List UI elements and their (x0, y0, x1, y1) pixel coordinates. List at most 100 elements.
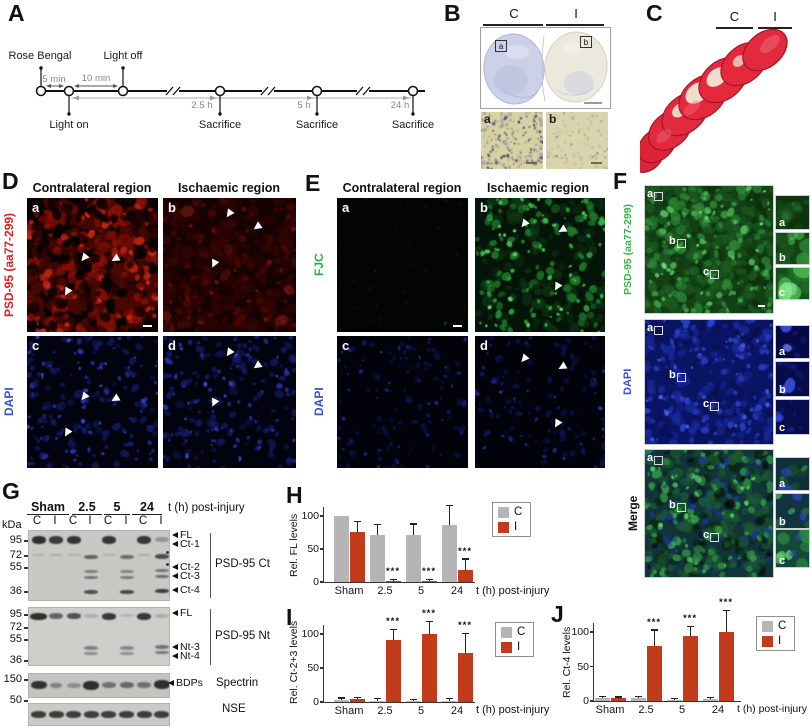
left-arrow-icon (172, 587, 178, 593)
panel-c-label: C (646, 0, 663, 26)
event-label-sacrifice-2: Sacrifice (295, 119, 339, 131)
crop-tag: c (779, 287, 786, 299)
blot-name-psd95-nt: PSD-95 Nt (215, 630, 270, 642)
blot-band (154, 589, 169, 593)
image-tag: c (32, 338, 40, 353)
band-annotation-ct2: Ct-2 (172, 561, 200, 573)
panel-b-label: B (444, 0, 461, 26)
y-tick-mark (320, 667, 324, 669)
box-tag: b (669, 369, 676, 381)
error-bar-cap (461, 558, 469, 560)
blot-band (101, 536, 116, 544)
blot-band (154, 645, 169, 649)
significance-stars: *** (385, 566, 401, 577)
band-annotation-fl-ct: FL (172, 529, 192, 541)
roi-box (710, 270, 720, 279)
blot-psd95-ct (28, 530, 170, 601)
blot-band (119, 570, 134, 573)
lane-label: C (138, 515, 148, 527)
event-label-light-off: Light off (103, 50, 143, 62)
x-tick-label: 2.5 (377, 585, 393, 597)
blot-group-24: 24 (132, 500, 162, 515)
legend-label: C (517, 626, 526, 638)
band-annotation-ct4: Ct-4 (172, 584, 200, 596)
blot-band (84, 646, 99, 650)
panel-d-image-b: b (163, 198, 296, 332)
chart-j-xaxis-label: t (h) post-injury (737, 703, 808, 715)
marker-dash (24, 700, 28, 702)
band-annotation-fl-nt: FL (172, 607, 192, 619)
error-bar (357, 697, 358, 700)
left-arrow-icon (172, 573, 178, 579)
error-bar-cap (614, 696, 622, 698)
blot-band (66, 711, 82, 718)
marker-dash (24, 660, 28, 662)
panel-b-contra-label: C (509, 6, 519, 21)
bar-c-5 (666, 699, 682, 701)
error-bar (429, 622, 430, 634)
error-bar (638, 696, 639, 699)
y-tick-label: 100 (301, 510, 319, 522)
box-tag: b (669, 499, 676, 511)
bar-c-24 (702, 698, 718, 701)
band-annotation-bdps: BDPs (168, 677, 203, 689)
panel-f-crop-merge-c: c (775, 529, 810, 568)
image-tag: a (32, 200, 40, 215)
legend-label: C (514, 506, 523, 518)
legend-label: I (517, 641, 521, 653)
lane-label: I (159, 515, 163, 527)
lane-label: C (68, 515, 78, 527)
error-bar (413, 524, 414, 535)
image-tag: b (480, 200, 488, 215)
blot-bracket (210, 609, 211, 665)
significance-stars: *** (421, 566, 437, 577)
error-bar (449, 506, 450, 525)
blot-band (49, 613, 64, 619)
panel-c-contra-line (716, 27, 753, 29)
panel-d-stain-label: PSD-95 (aa77-299) (2, 212, 16, 318)
image-tag: c (342, 338, 350, 353)
y-tick-mark (320, 548, 324, 550)
panel-b-contra-line (483, 24, 543, 26)
crop-tag: a (779, 478, 786, 490)
blot-band (154, 651, 169, 654)
marker-dash (24, 639, 28, 641)
y-tick-label: 50 (307, 543, 319, 555)
panel-b-ischemic-label: I (574, 6, 578, 21)
panel-e-image-a: a (337, 198, 468, 332)
lane-label: C (103, 515, 113, 527)
kda-marker: 72 (9, 621, 22, 633)
panel-f-row3-label: Merge (626, 495, 640, 532)
bar-c-2.5 (630, 698, 646, 701)
legend-label: I (514, 521, 518, 533)
blot-band (83, 711, 99, 718)
left-arrow-icon (172, 610, 178, 616)
roi-box (710, 533, 720, 542)
blot-band (84, 652, 99, 655)
bar-i-24 (718, 632, 734, 701)
crop-tag: b (779, 384, 786, 396)
bar-c-Sham (594, 698, 610, 701)
x-tick-label: 5 (417, 585, 425, 597)
legend-swatch (498, 521, 509, 533)
crop-tag: a (779, 217, 786, 229)
chart-j: J Rel. Ct-4 levels 0 50 100 Sham 2.5 *** 5 *** 2… (545, 597, 811, 728)
blot-band (137, 613, 152, 620)
box-tag: c (703, 398, 710, 410)
panel-f-row2-label: DAPI (622, 368, 634, 396)
bar-i-24 (457, 653, 473, 702)
bar-c-2.5 (369, 700, 385, 702)
panel-c-ischemic-label: I (773, 9, 777, 24)
roi-box (710, 402, 720, 411)
panel-e-image-c: c (337, 336, 468, 468)
y-tick-mark (590, 700, 594, 702)
panel-a-label: A (8, 0, 25, 26)
significance-stars: *** (421, 608, 437, 620)
marker-dash (24, 567, 28, 569)
error-bar (690, 627, 691, 636)
legend-swatch (501, 641, 512, 653)
box-tag: a (647, 188, 654, 200)
panel-e-image-b: b (475, 198, 605, 332)
chart-i-plot: 0 50 100 Sham 2.5 *** 5 *** 24 *** (301, 608, 475, 717)
